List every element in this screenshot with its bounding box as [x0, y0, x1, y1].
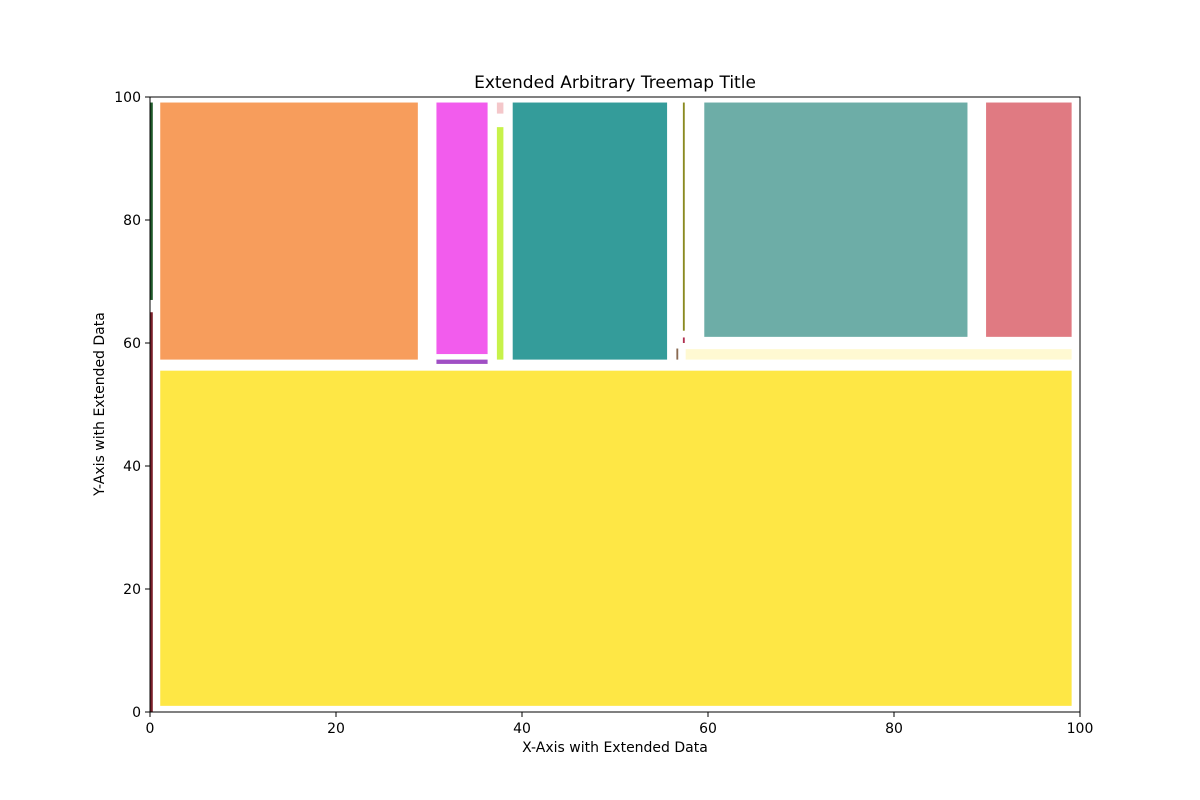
treemap-rect-4 [496, 102, 504, 114]
treemap-rect-8 [682, 102, 685, 331]
y-tick-label: 20 [123, 582, 141, 598]
treemap-rect-1 [160, 102, 418, 360]
y-tick-label: 100 [114, 90, 141, 106]
x-axis-label: X-Axis with Extended Data [522, 740, 708, 756]
x-axis-ticks: 0 20 40 60 80 100 [146, 712, 1094, 737]
treemap-rect-7 [676, 348, 679, 360]
treemap-rect-2 [436, 102, 488, 355]
treemap-rect-0 [160, 370, 1072, 706]
treemap-rect-9 [682, 337, 685, 343]
plot-area [150, 102, 1072, 712]
x-tick-label: 0 [146, 721, 155, 737]
x-tick-label: 80 [885, 721, 903, 737]
axes-frame [149, 96, 1081, 713]
treemap-rect-10 [685, 349, 1072, 360]
chart-title: Extended Arbitrary Treemap Title [474, 73, 756, 93]
x-tick-label: 40 [513, 721, 531, 737]
treemap-rect-6 [512, 102, 668, 360]
treemap-rect-5 [496, 127, 504, 360]
x-tick-label: 100 [1067, 721, 1094, 737]
treemap-rect-11 [704, 102, 968, 337]
y-tick-label: 60 [123, 336, 141, 352]
y-axis-ticks: 0 20 40 60 80 100 [114, 90, 150, 721]
treemap-rect-13 [150, 102, 153, 300]
treemap-rect-3 [436, 359, 488, 364]
x-tick-label: 60 [699, 721, 717, 737]
treemap-rect-12 [986, 102, 1072, 337]
y-tick-label: 80 [123, 213, 141, 229]
y-tick-label: 0 [132, 705, 141, 721]
y-tick-label: 40 [123, 459, 141, 475]
y-axis-label: Y-Axis with Extended Data [92, 312, 108, 497]
x-tick-label: 20 [327, 721, 345, 737]
treemap-rect-14 [150, 312, 153, 712]
